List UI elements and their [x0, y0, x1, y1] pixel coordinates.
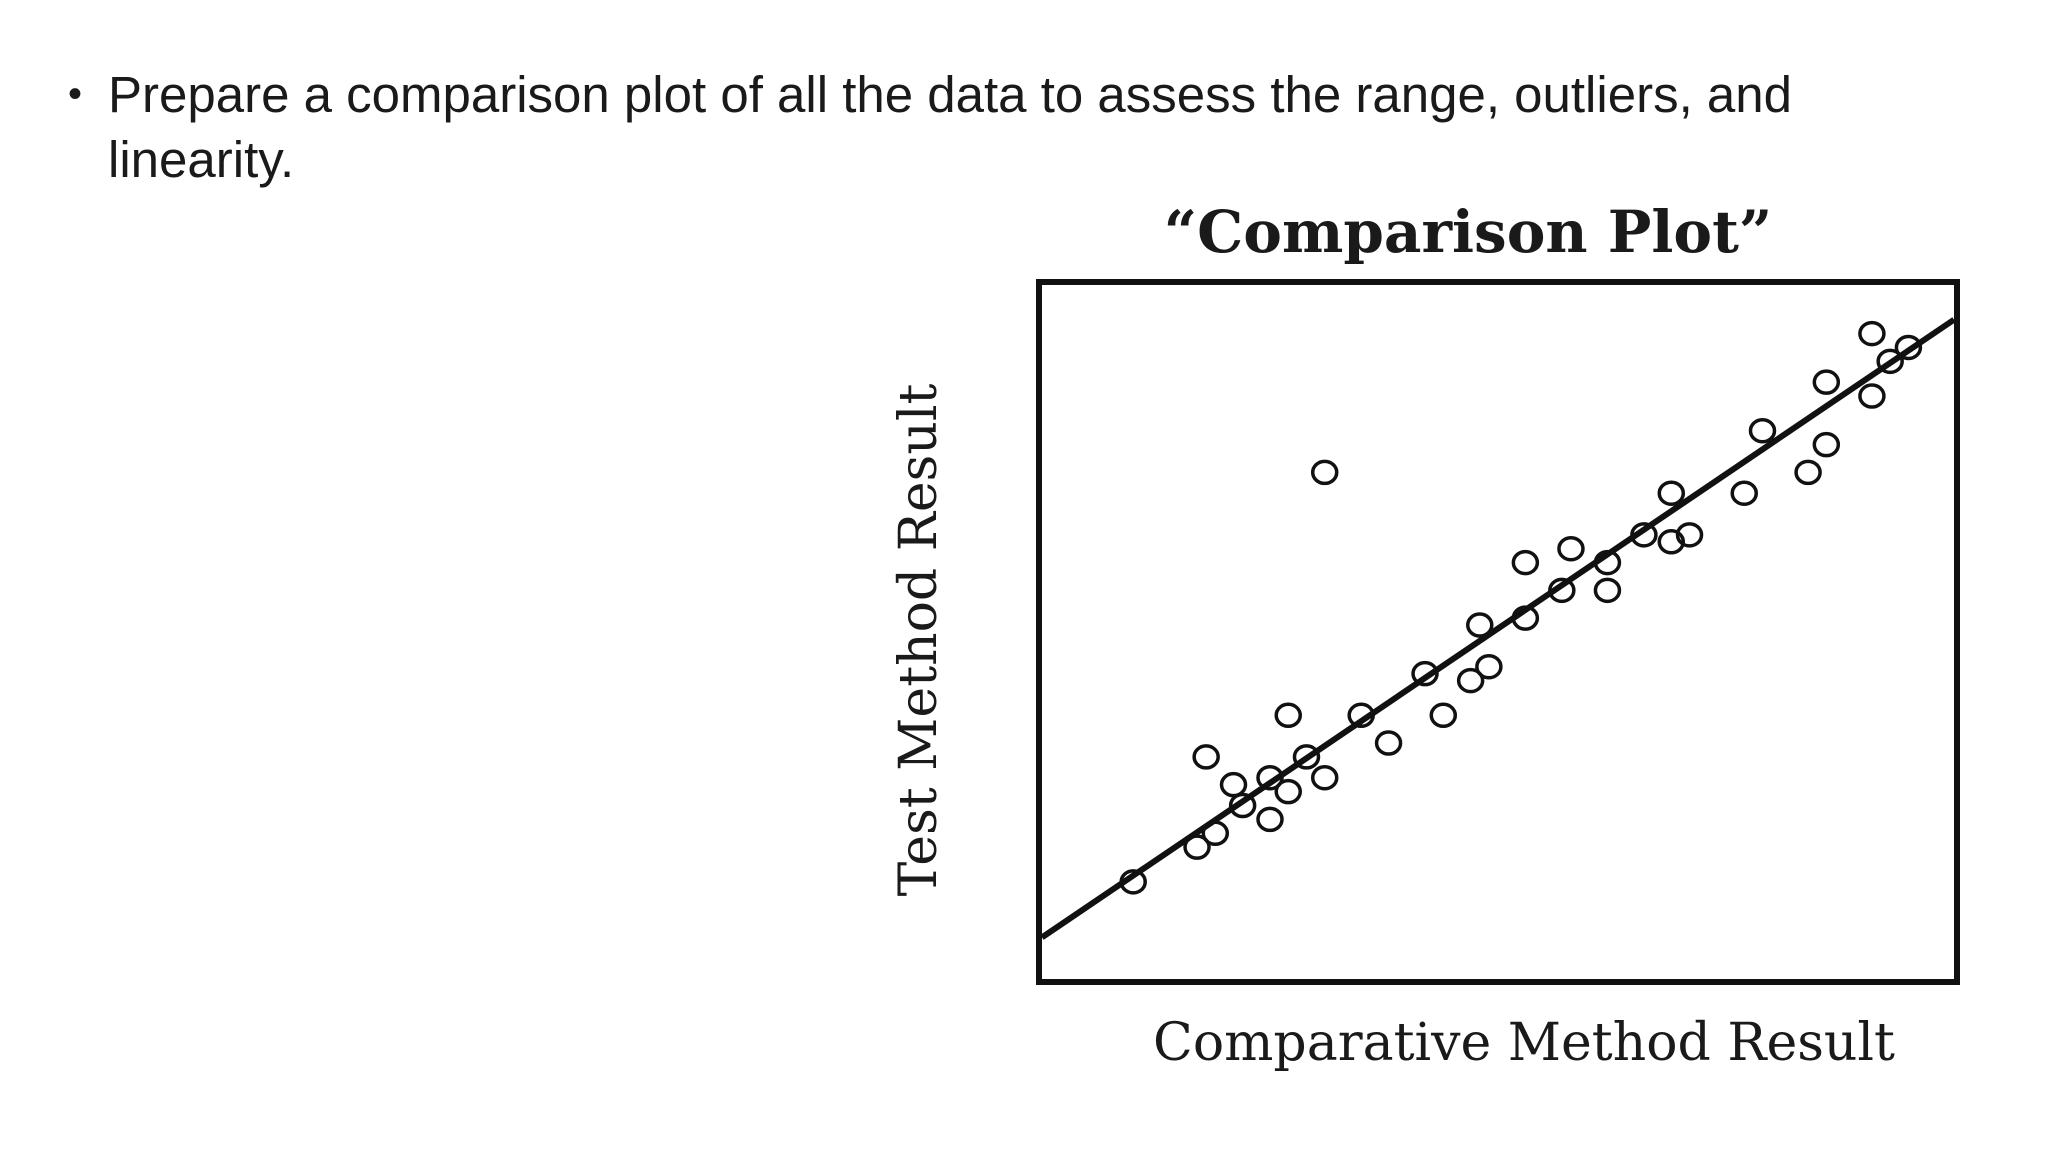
- data-point: [1748, 417, 1777, 444]
- data-point: [1183, 834, 1211, 860]
- data-point: [1256, 764, 1284, 791]
- data-point: [1557, 535, 1585, 562]
- data-point: [1347, 702, 1375, 729]
- data-point: [1374, 730, 1403, 756]
- data-point: [1429, 702, 1458, 729]
- data-point: [1593, 577, 1622, 604]
- data-point: [1858, 320, 1886, 347]
- data-point: [1876, 348, 1904, 375]
- data-point: [1119, 869, 1147, 895]
- data-point: [1812, 431, 1841, 458]
- data-point: [1274, 778, 1302, 805]
- data-point: [1894, 334, 1923, 361]
- data-point: [1456, 667, 1485, 694]
- data-point: [1794, 459, 1822, 486]
- data-point: [1201, 820, 1230, 847]
- data-point: [1192, 744, 1220, 770]
- bullet-point: • Prepare a comparison plot of all the d…: [68, 62, 1968, 192]
- data-point: [1466, 612, 1494, 638]
- chart-title: “Comparison Plot”: [1164, 198, 1773, 266]
- data-point: [1548, 577, 1576, 604]
- x-axis-label: Comparative Method Result: [1153, 1013, 1895, 1073]
- plot-frame: [1036, 279, 1960, 985]
- data-point: [1411, 660, 1439, 687]
- data-point: [1475, 653, 1503, 680]
- data-point: [1228, 792, 1257, 819]
- bullet-text: Prepare a comparison plot of all the dat…: [108, 66, 1792, 188]
- data-point: [1511, 549, 1540, 576]
- data-point: [1657, 480, 1686, 506]
- data-point: [1256, 806, 1284, 833]
- data-point: [1310, 764, 1339, 791]
- data-point: [1858, 383, 1886, 409]
- data-point: [1511, 605, 1540, 631]
- y-axis-label: Test Method Result: [889, 384, 949, 897]
- data-point: [1593, 549, 1622, 576]
- data-point: [1292, 744, 1321, 770]
- data-point: [1730, 480, 1758, 506]
- regression-line: [1040, 317, 1956, 940]
- bullet-marker: •: [68, 72, 83, 116]
- data-point: [1310, 459, 1339, 486]
- data-point: [1630, 522, 1658, 548]
- data-point: [1219, 771, 1248, 798]
- data-point: [1675, 522, 1704, 548]
- data-point: [1812, 369, 1841, 395]
- data-point: [1274, 702, 1302, 729]
- plot-area: [1040, 317, 1956, 940]
- data-point: [1657, 529, 1686, 555]
